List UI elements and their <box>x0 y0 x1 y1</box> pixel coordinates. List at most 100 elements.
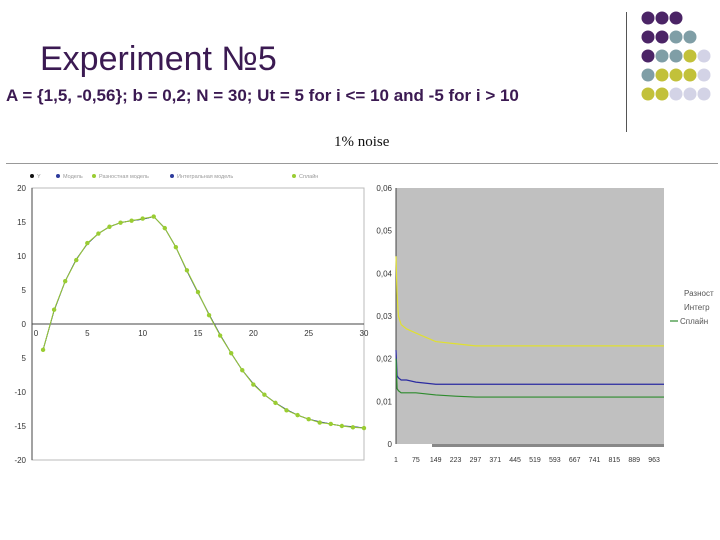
data-point <box>184 268 190 273</box>
data-point <box>51 307 57 312</box>
decor-dot <box>683 49 697 63</box>
x-tick-label: 963 <box>648 457 660 464</box>
x-tick-label: 741 <box>589 457 601 464</box>
y-tick-label: 0,06 <box>376 184 392 193</box>
y-tick-label: 0 <box>22 320 27 329</box>
x-tick-label: 667 <box>569 457 581 464</box>
y-tick-label: -20 <box>14 456 26 465</box>
data-point <box>262 392 267 397</box>
legend-entry: Y <box>37 174 41 180</box>
decor-dot <box>683 68 697 82</box>
legend-entry: Сплайн <box>680 317 708 326</box>
y-tick-label: 0,03 <box>376 312 392 321</box>
y-tick-label: 0 <box>388 440 393 449</box>
data-point <box>217 333 223 338</box>
x-tick-label: 297 <box>470 457 482 464</box>
legend-marker <box>56 174 60 178</box>
y-tick-label: 15 <box>17 218 26 227</box>
data-point <box>251 382 256 387</box>
decor-dot <box>669 30 683 44</box>
decor-dot <box>683 30 697 44</box>
decor-dot <box>697 68 711 82</box>
series-line <box>395 350 664 385</box>
legend-marker <box>292 174 296 178</box>
slide-title: Experiment №5 <box>40 40 277 78</box>
separator-line <box>6 163 718 164</box>
x-tick-label: 445 <box>509 457 521 464</box>
decor-dot <box>641 68 655 82</box>
y-tick-label: 0,04 <box>376 269 392 278</box>
legend-marker <box>30 174 34 178</box>
x-tick-label: 889 <box>628 457 640 464</box>
x-tick-label: 223 <box>450 457 462 464</box>
decor-dot <box>669 87 683 101</box>
decor-dot <box>641 87 655 101</box>
x-tick-label: 593 <box>549 457 561 464</box>
decor-dot <box>669 68 683 82</box>
decor-dot <box>655 87 669 101</box>
y-tick-label: -15 <box>14 422 26 431</box>
series-line <box>395 358 664 398</box>
data-point <box>74 257 79 263</box>
data-point <box>273 400 278 406</box>
x-tick-label: 149 <box>430 457 442 464</box>
data-point <box>63 278 68 284</box>
data-point <box>317 420 322 425</box>
data-point <box>229 351 234 356</box>
legend-entry: Интегр <box>684 303 710 312</box>
x-tick-label: 815 <box>609 457 621 464</box>
legend-entry: Разност <box>684 289 714 298</box>
decor-dot <box>641 30 655 44</box>
x-tick-label: 5 <box>85 329 90 338</box>
data-point <box>306 417 311 422</box>
x-tick-label: 10 <box>138 329 147 338</box>
legend-marker <box>170 174 174 178</box>
legend-marker <box>92 174 96 178</box>
decor-dot <box>683 87 697 101</box>
decorative-dot-grid <box>641 11 711 101</box>
data-point <box>118 220 123 225</box>
slide-subtitle: A = {1,5, -0,56}; b = 0,2; N = 30; Ut = … <box>6 86 519 105</box>
data-point <box>284 408 289 413</box>
data-point <box>339 423 345 429</box>
decor-dot <box>641 49 655 63</box>
x-tick-label: 15 <box>194 329 203 338</box>
decor-dot <box>655 11 669 25</box>
data-point <box>240 368 245 373</box>
legend-entry: Разностная модель <box>99 174 149 180</box>
data-point <box>361 425 367 431</box>
data-point <box>206 312 212 318</box>
decor-dot <box>669 11 683 25</box>
data-point <box>129 218 134 223</box>
legend: Y Модель Разностная модель Интегральная мод… <box>30 173 318 180</box>
x-tick-label: 30 <box>360 329 369 338</box>
x-tick-label: 519 <box>529 457 541 464</box>
y-tick-label: 20 <box>17 184 26 193</box>
decorative-vertical-rule <box>626 12 627 132</box>
y-tick-label: 10 <box>17 252 26 261</box>
legend-entry: Сплайн <box>299 173 318 180</box>
data-point <box>295 412 300 418</box>
y-tick-label: 0,05 <box>376 227 392 236</box>
noise-label: 1% noise <box>334 134 390 150</box>
decor-dot <box>641 11 655 25</box>
decor-dot <box>697 87 711 101</box>
x-tick-label: 20 <box>249 329 258 338</box>
x-tick-label: 75 <box>412 457 420 464</box>
x-tick-label: 0 <box>34 329 39 338</box>
decor-dot <box>655 49 669 63</box>
data-point <box>96 231 101 236</box>
plot-area <box>396 188 664 444</box>
data-point <box>85 240 90 246</box>
data-point <box>162 225 167 231</box>
decor-dot <box>697 49 711 63</box>
legend-entry: Модель <box>63 174 83 180</box>
left-chart: 20 15 10 5 0 5 -10 -15 -20 0 5 10 15 20 25 30 Y Модель Раз… <box>14 173 369 465</box>
data-point <box>107 224 112 229</box>
y-tick-label: 5 <box>22 286 27 295</box>
data-point <box>350 425 356 430</box>
y-tick-label: 0,02 <box>376 355 392 364</box>
data-point <box>195 289 201 295</box>
x-tick-label: 1 <box>394 457 398 464</box>
decor-dot <box>669 49 683 63</box>
